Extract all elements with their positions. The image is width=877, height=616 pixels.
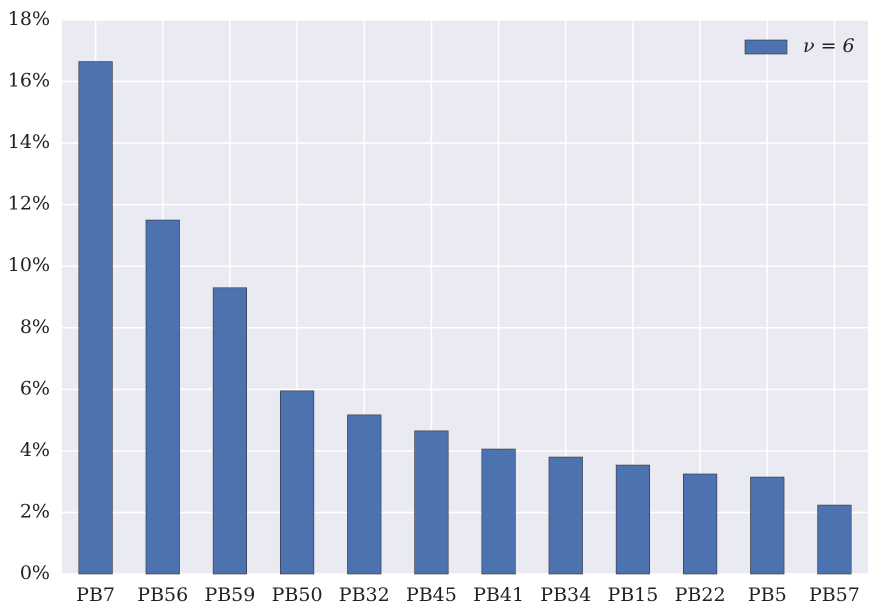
x-tick-label: PB32 [339,584,390,606]
y-tick-label: 12% [8,193,50,215]
bar [212,287,248,575]
x-tick-label: PB5 [748,584,787,606]
x-tick-label: PB41 [473,584,524,606]
y-tick-label: 2% [20,500,50,522]
y-tick-label: 16% [8,70,50,92]
bar [78,61,113,575]
x-tick-label: PB7 [76,584,115,606]
y-tick-label: 0% [20,562,50,584]
bar [347,414,382,575]
x-tick-label: PB56 [137,584,188,606]
bar [548,456,583,575]
bar [682,473,718,575]
x-tick-label: PB57 [809,584,860,606]
x-tick-label: PB34 [540,584,591,606]
legend-swatch [744,39,788,55]
bar [750,476,785,575]
plot-background [62,20,868,574]
y-tick-label: 10% [8,254,50,276]
y-tick-label: 4% [20,439,50,461]
y-tick-label: 8% [20,316,50,338]
bar [817,504,852,575]
y-tick-label: 6% [20,377,50,399]
bar [145,219,180,575]
legend-label: ν = 6 [803,35,855,57]
x-tick-label: PB59 [204,584,255,606]
bar [615,464,651,575]
bar [279,390,315,575]
x-tick-label: PB22 [675,584,726,606]
x-tick-label: PB45 [406,584,457,606]
y-tick-label: 14% [8,131,50,153]
bar [481,448,516,575]
y-tick-label: 18% [8,8,50,30]
x-tick-label: PB15 [607,584,658,606]
bar [414,430,449,575]
x-tick-label: PB50 [272,584,323,606]
